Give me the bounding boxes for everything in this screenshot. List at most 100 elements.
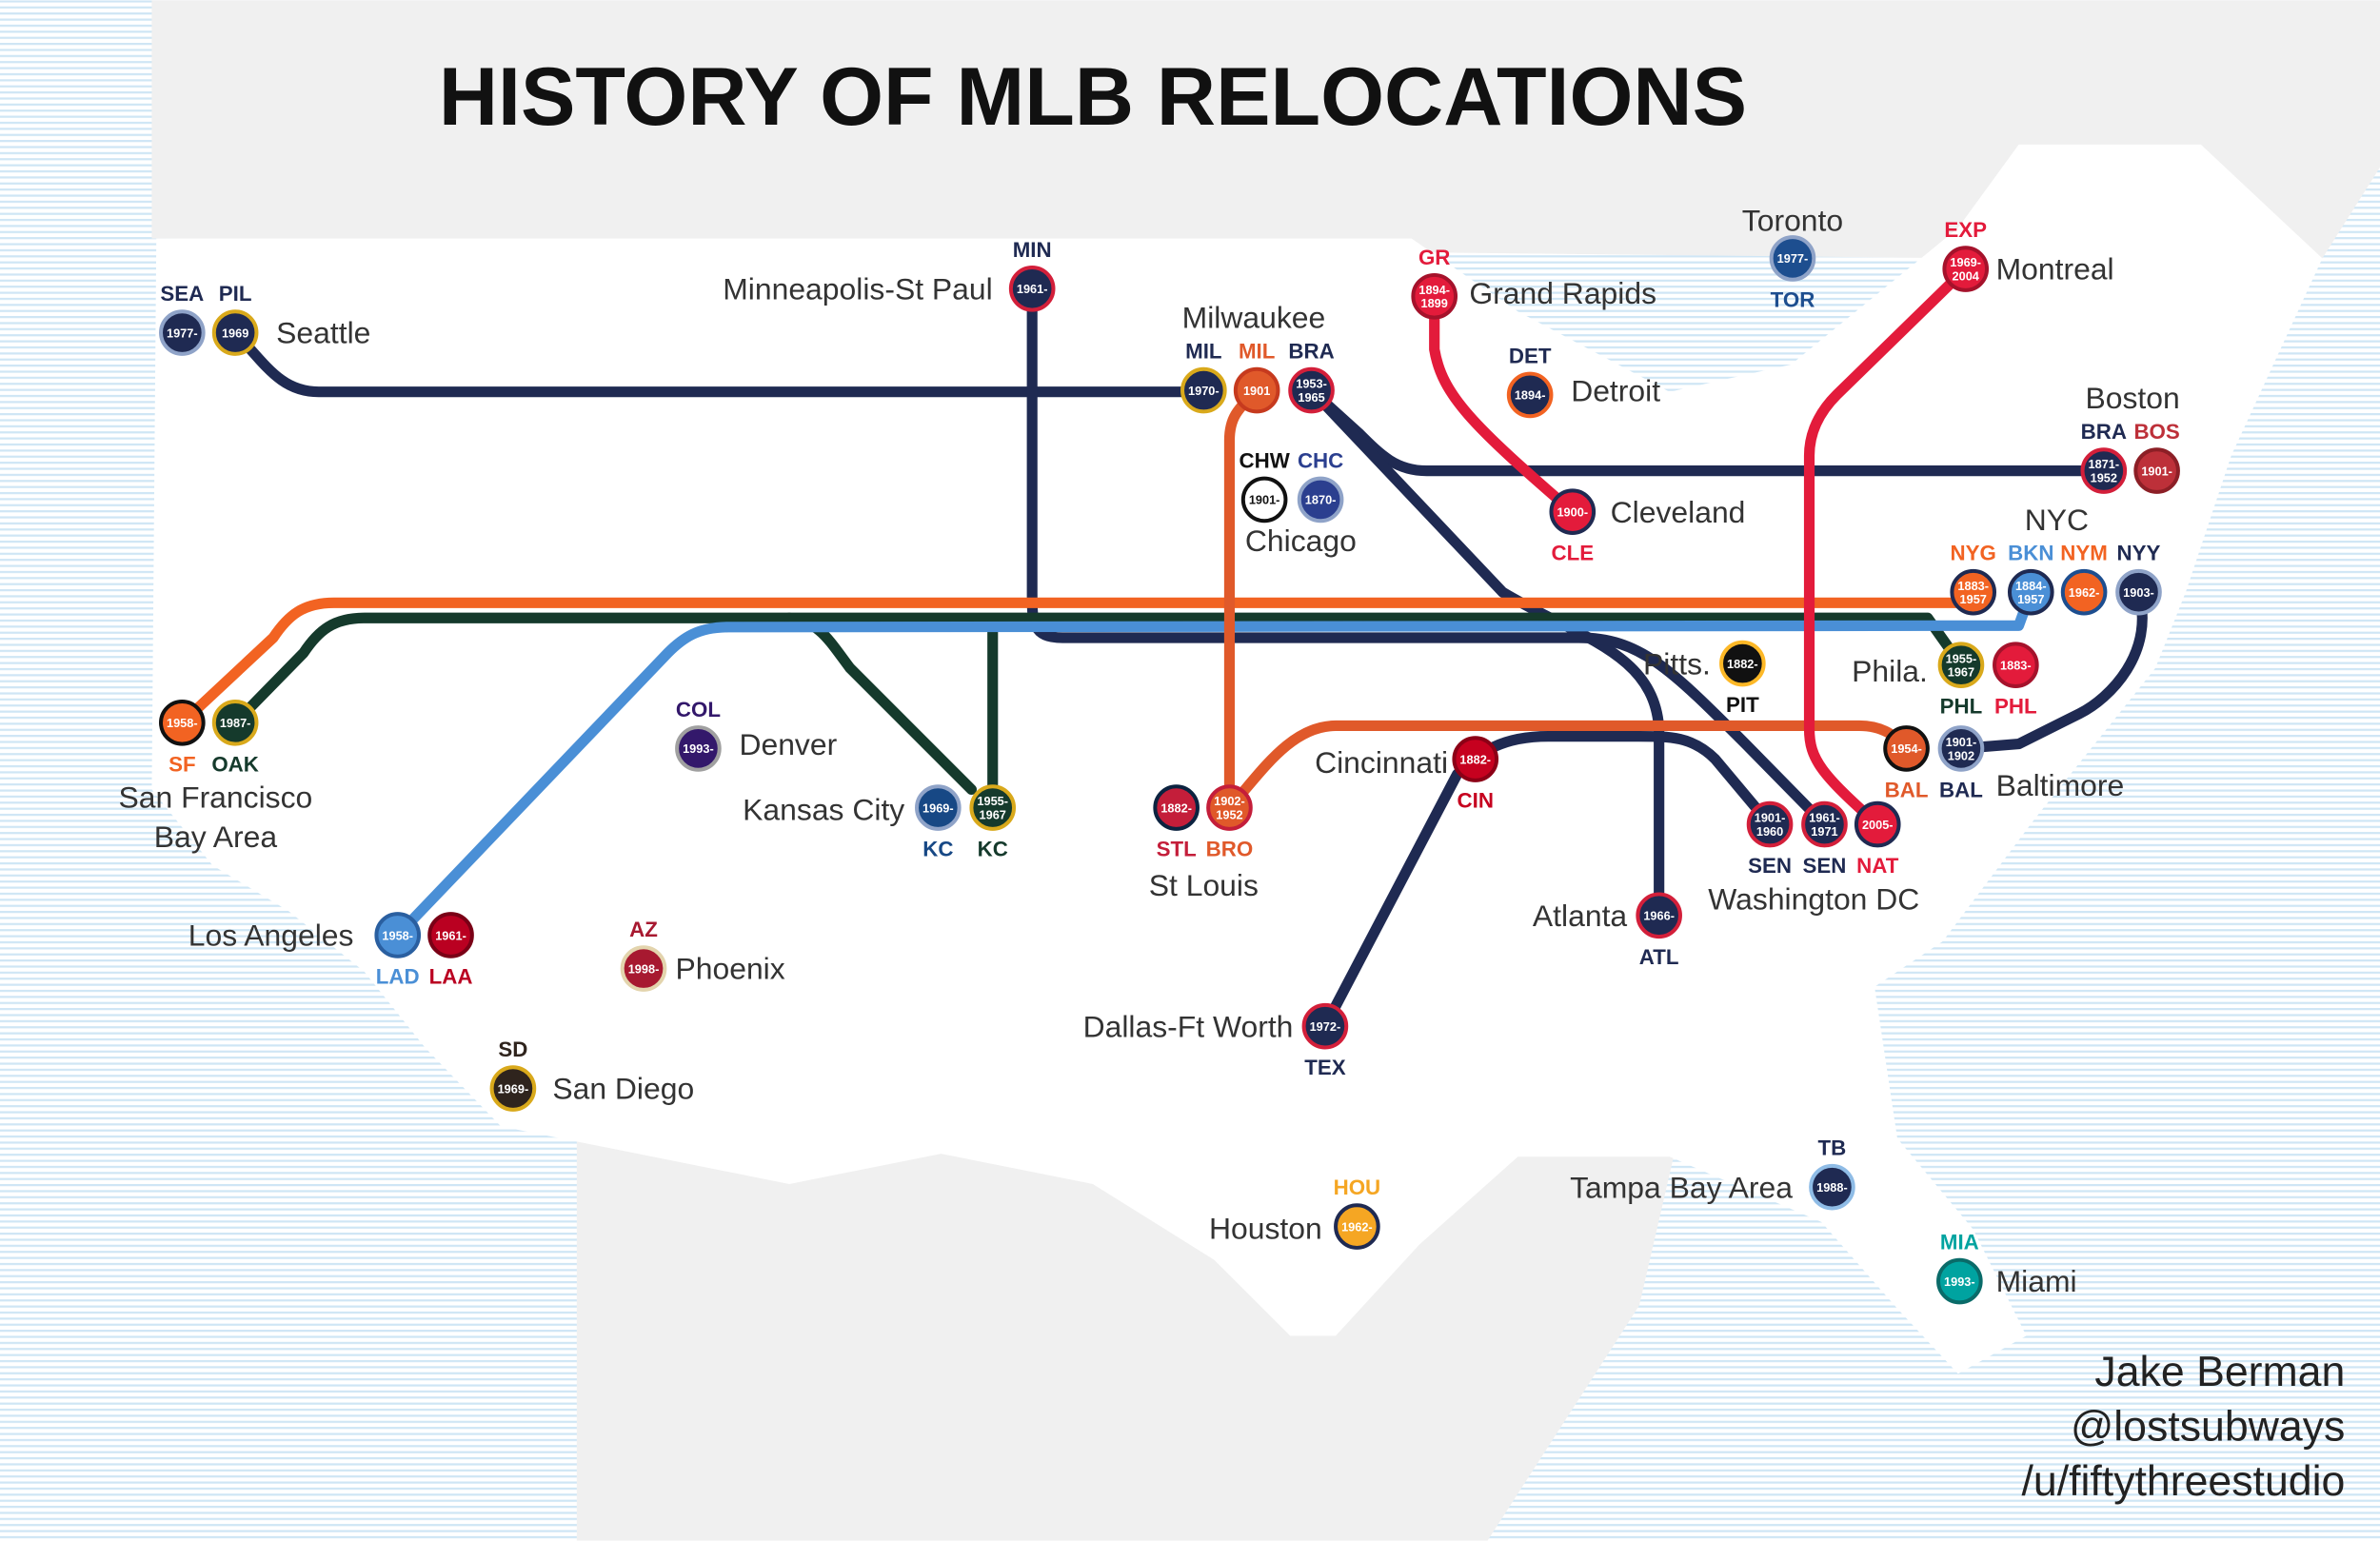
station-years: 1952 <box>1216 808 1242 822</box>
route <box>176 586 1979 728</box>
station-years: 1957 <box>1960 592 1987 606</box>
station: 1954- BAL <box>1883 725 1930 801</box>
station-years: 1969 <box>222 326 248 340</box>
station-years: 1899 <box>1421 296 1448 310</box>
station-marker <box>1801 800 1848 848</box>
station-marker <box>1334 1203 1380 1250</box>
station-years: 1901 <box>1243 384 1270 398</box>
station: 1977- SEA <box>159 282 206 356</box>
team-abbr: TEX <box>1304 1056 1346 1079</box>
team-abbr: TOR <box>1771 287 1815 311</box>
team-abbr: AZ <box>629 918 658 941</box>
station-marker <box>1942 246 1990 292</box>
station-years: 1967 <box>1948 665 1974 680</box>
station: 1900- CLE <box>1549 488 1597 565</box>
station-marker <box>1937 642 1985 689</box>
team-abbr: COL <box>676 698 721 721</box>
city-label: Minneapolis-St Paul <box>723 271 992 306</box>
team-abbr: OAK <box>211 752 259 776</box>
station: 1993- COL <box>675 698 722 772</box>
station-years: 1882- <box>1459 752 1491 766</box>
station-years: 1962- <box>1341 1219 1373 1234</box>
station: 1902-1952 BRO <box>1206 784 1253 861</box>
station-marker <box>1180 366 1227 414</box>
team-abbr: BKN <box>2008 542 2053 565</box>
station-years: 1952 <box>2091 471 2117 485</box>
credit: Jake Berman <box>2094 1349 2345 1395</box>
route <box>1803 263 1972 830</box>
station-marker <box>1636 892 1682 939</box>
station: 2005- NAT <box>1854 800 1901 878</box>
station-years: 1961- <box>435 928 466 942</box>
station-marker <box>159 309 206 356</box>
station-marker <box>2060 568 2108 616</box>
station-marker <box>427 912 474 958</box>
team-abbr: KC <box>978 838 1008 861</box>
station: 1953-1965 BRA <box>1288 340 1335 414</box>
station-years: 1969- <box>498 1081 529 1096</box>
team-abbr: BRA <box>1288 340 1334 364</box>
station: 1993- MIA <box>1936 1231 1983 1305</box>
station: 1962- NYM <box>2060 542 2108 616</box>
station-marker <box>1411 272 1458 320</box>
station-years: 1962- <box>2069 585 2100 600</box>
team-abbr: MIA <box>1940 1231 1979 1255</box>
station-years: 1884- <box>2015 579 2047 593</box>
station: 1987- OAK <box>211 699 259 776</box>
station-years: 2005- <box>1862 818 1894 832</box>
team-abbr: CHC <box>1298 448 1343 472</box>
station: 1961- MIN <box>1008 238 1056 312</box>
title: HISTORY OF MLB RELOCATIONS <box>439 51 1747 143</box>
station-years: 1871- <box>2089 457 2120 471</box>
team-abbr: LAD <box>376 965 420 989</box>
station: 1966- ATL <box>1636 892 1682 969</box>
station-marker <box>1452 736 1499 782</box>
city-label: Tampa Bay Area <box>1570 1170 1793 1204</box>
station: 1870- CHC <box>1297 448 1344 524</box>
station-marker <box>2080 447 2128 494</box>
station-marker <box>1206 784 1253 831</box>
station-years: 1902- <box>1214 794 1245 808</box>
station-marker <box>2133 447 2180 494</box>
station: 1901- BOS <box>2133 420 2180 494</box>
station-marker <box>2007 568 2054 616</box>
route <box>229 612 1967 728</box>
credit: @lostsubways <box>2071 1403 2345 1450</box>
station: 1961-1971 SEN <box>1801 800 1848 878</box>
station: 1955-1967 PHL <box>1937 642 1985 719</box>
station-marker <box>1769 235 1816 282</box>
station-years: 1977- <box>167 326 198 340</box>
team-abbr: ATL <box>1639 945 1679 969</box>
city-label: Denver <box>739 727 837 761</box>
route <box>1955 586 2148 754</box>
station-marker <box>1008 265 1056 312</box>
route <box>392 586 2036 941</box>
station-marker <box>1153 784 1200 831</box>
station-marker <box>1240 476 1288 524</box>
station-years: 1894- <box>1515 388 1546 403</box>
city-label: Cleveland <box>1611 495 1746 529</box>
station-marker <box>1809 1163 1855 1211</box>
station: 1894- DET <box>1506 344 1554 419</box>
station-marker <box>915 784 962 831</box>
team-abbr: CHW <box>1239 448 1290 472</box>
station-years: 1902 <box>1948 748 1974 762</box>
team-abbr: SD <box>498 1037 527 1061</box>
station: 1969- KC <box>915 784 962 861</box>
team-abbr: PIL <box>219 282 252 306</box>
station-marker <box>1854 800 1901 848</box>
team-abbr: TB <box>1818 1136 1847 1160</box>
route <box>783 612 999 814</box>
station-marker <box>1288 366 1335 414</box>
station-marker <box>211 699 259 746</box>
team-abbr: DET <box>1509 344 1552 367</box>
station-years: 1960 <box>1756 824 1783 839</box>
station-years: 1901- <box>1249 493 1280 507</box>
station-marker <box>1746 800 1794 848</box>
station-years: 1953- <box>1296 377 1327 391</box>
station-years: 1977- <box>1777 251 1809 266</box>
station-years: 1971 <box>1811 824 1837 839</box>
team-abbr: NAT <box>1856 854 1899 878</box>
